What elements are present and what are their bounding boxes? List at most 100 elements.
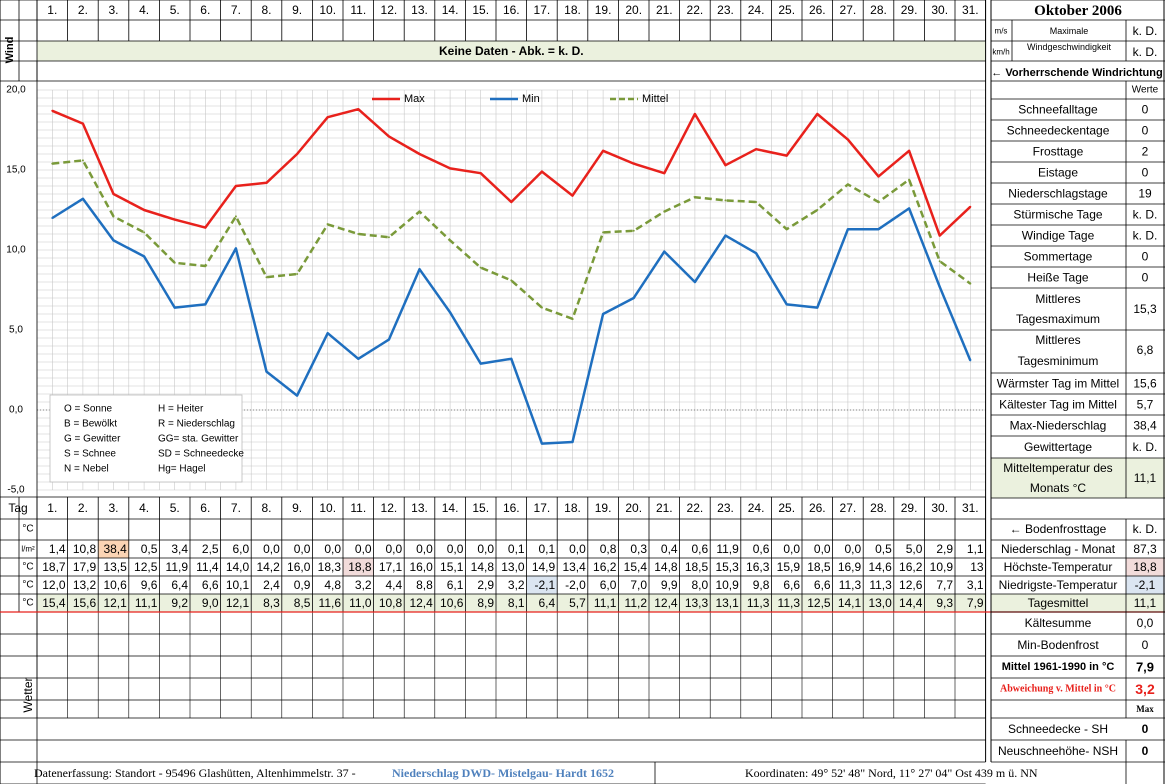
day-header-bottom: 7. <box>231 501 241 515</box>
data-point-min <box>785 303 788 306</box>
cell-precip: 0,6 <box>692 542 709 556</box>
cell-tmean: 11,1 <box>135 596 158 610</box>
data-point-min <box>143 255 146 258</box>
data-point-max <box>693 113 696 115</box>
day-header: 4. <box>139 3 149 17</box>
cell-tmax: 11,9 <box>166 560 189 574</box>
stat-value: 19 <box>1138 187 1152 201</box>
cell-tmean: 8,5 <box>294 596 311 610</box>
summary-label: Niederschlag - Monat <box>1001 542 1116 556</box>
unit-ms: m/s <box>995 27 1008 36</box>
day-header-bottom: 3. <box>108 501 118 515</box>
stat-label: Kältester Tag im Mittel <box>999 398 1117 412</box>
day-header-bottom: 27. <box>840 501 857 515</box>
data-point-mittel <box>693 196 696 199</box>
cell-tmin: 11,3 <box>869 578 892 592</box>
wind-max-ms: k. D. <box>1133 24 1158 38</box>
day-header-bottom: 1. <box>47 501 57 515</box>
day-header-bottom: 15. <box>472 501 489 515</box>
cell-tmin: 9,8 <box>753 578 770 592</box>
stat-value: 2 <box>1142 145 1149 159</box>
summary-label: Niedrigste-Temperatur <box>999 578 1118 592</box>
data-point-mittel <box>449 239 452 242</box>
cell-tmax: 16,9 <box>838 560 862 574</box>
data-point-min <box>632 297 635 299</box>
cell-tmax: 15,3 <box>715 560 739 574</box>
summary-label: Tagesmittel <box>1028 596 1089 610</box>
day-header: 11. <box>350 3 366 17</box>
day-header-bottom: 29. <box>901 501 918 515</box>
data-point-max <box>387 135 390 138</box>
day-header: 9. <box>292 3 302 17</box>
cell-tmax: 13,0 <box>501 560 525 574</box>
summary-value: 0 <box>1142 744 1149 758</box>
day-header-bottom: 20. <box>625 501 642 515</box>
day-header-bottom: 25. <box>778 501 795 515</box>
summary-value: 87,3 <box>1133 542 1157 556</box>
summary-value: 18,8 <box>1133 560 1157 574</box>
day-header: 5. <box>170 3 180 17</box>
cell-tmax: 10,9 <box>930 560 954 574</box>
day-header-bottom: 12. <box>381 501 398 515</box>
stat-value: 0 <box>1142 271 1149 285</box>
cell-tmax: 17,9 <box>73 560 97 574</box>
stat-label: Heiße Tage <box>1027 271 1088 285</box>
summary-value: 0 <box>1142 638 1149 652</box>
data-point-min <box>816 306 819 309</box>
cell-tmax: 18,5 <box>807 560 831 574</box>
day-header: 23. <box>717 3 734 17</box>
day-header: 10. <box>319 3 336 17</box>
data-point-max <box>143 209 146 211</box>
day-header: 13. <box>411 3 428 17</box>
cell-tmax: 15,9 <box>777 560 801 574</box>
data-point-max <box>908 149 911 152</box>
cell-tmax: 13,5 <box>103 560 127 574</box>
cell-precip: 0,0 <box>814 542 831 556</box>
wind-direction: ← Vorherrschende Windrichtung <box>991 67 1162 79</box>
cell-tmin: 4,4 <box>386 578 403 592</box>
cell-tmin: 2,9 <box>477 578 494 592</box>
stat-value: 11,1 <box>1134 471 1157 485</box>
data-point-max <box>173 218 176 221</box>
data-point-min <box>296 394 299 397</box>
day-header: 6. <box>200 3 210 17</box>
summary-label: ← Bodenfrosttage <box>1010 522 1107 536</box>
day-header-bottom: 22. <box>687 501 704 515</box>
data-point-min <box>969 359 972 362</box>
data-point-mittel <box>755 201 758 203</box>
day-header-bottom: 6. <box>200 501 210 515</box>
data-point-max <box>938 234 941 237</box>
summary-value: 3,2 <box>1135 681 1155 697</box>
weather-legend-item: S = Schnee <box>64 449 116 460</box>
stat-label: Schneedeckentage <box>1007 124 1110 138</box>
summary-label: Schneedecke - SH <box>1008 722 1108 736</box>
cell-tmax: 16,3 <box>746 560 770 574</box>
stat-value: 6,8 <box>1137 343 1154 357</box>
cell-tmean: 13,3 <box>685 596 709 610</box>
cell-tmax: 14,9 <box>532 560 556 574</box>
y-tick-label: -5,0 <box>7 485 25 496</box>
cell-tmin: 11,3 <box>839 578 862 592</box>
cell-precip: 11,9 <box>716 542 739 556</box>
month-mean-bg <box>991 458 1165 498</box>
data-point-mittel <box>173 261 176 264</box>
day-header-bottom: 30. <box>931 501 948 515</box>
data-point-mittel <box>785 228 788 231</box>
data-point-max <box>81 122 84 125</box>
cell-precip: 0,0 <box>263 542 280 556</box>
weather-legend-item: R = Niederschlag <box>158 419 235 430</box>
weather-legend-item: B = Bewölkt <box>64 419 117 430</box>
cell-tmax: 14,6 <box>868 560 892 574</box>
stat-label: Eistage <box>1038 166 1078 180</box>
day-header-bottom: 9. <box>292 501 302 515</box>
data-point-max <box>112 193 115 195</box>
data-point-min <box>908 207 911 210</box>
cell-tmax: 15,1 <box>440 560 464 574</box>
stat-label: Wärmster Tag im Mittel <box>997 377 1119 391</box>
data-point-min <box>326 332 329 335</box>
day-header: 31. <box>962 3 979 17</box>
unit-label: °C <box>22 524 33 535</box>
weather-legend-item: G = Gewitter <box>64 434 121 445</box>
summary-value: 0 <box>1142 722 1149 736</box>
